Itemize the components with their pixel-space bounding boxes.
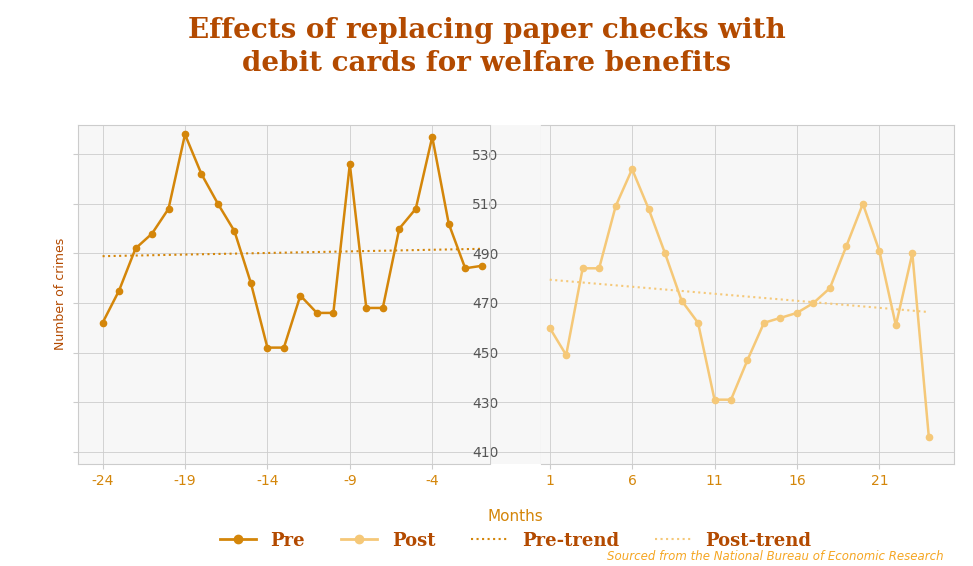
Text: Effects of replacing paper checks with
debit cards for welfare benefits: Effects of replacing paper checks with d…: [188, 17, 785, 78]
Legend: Pre, Post, Pre-trend, Post-trend: Pre, Post, Pre-trend, Post-trend: [212, 525, 819, 557]
Y-axis label: Number of crimes: Number of crimes: [54, 238, 67, 350]
Text: Sourced from the National Bureau of Economic Research: Sourced from the National Bureau of Econ…: [607, 550, 944, 563]
Text: Months: Months: [487, 509, 544, 525]
